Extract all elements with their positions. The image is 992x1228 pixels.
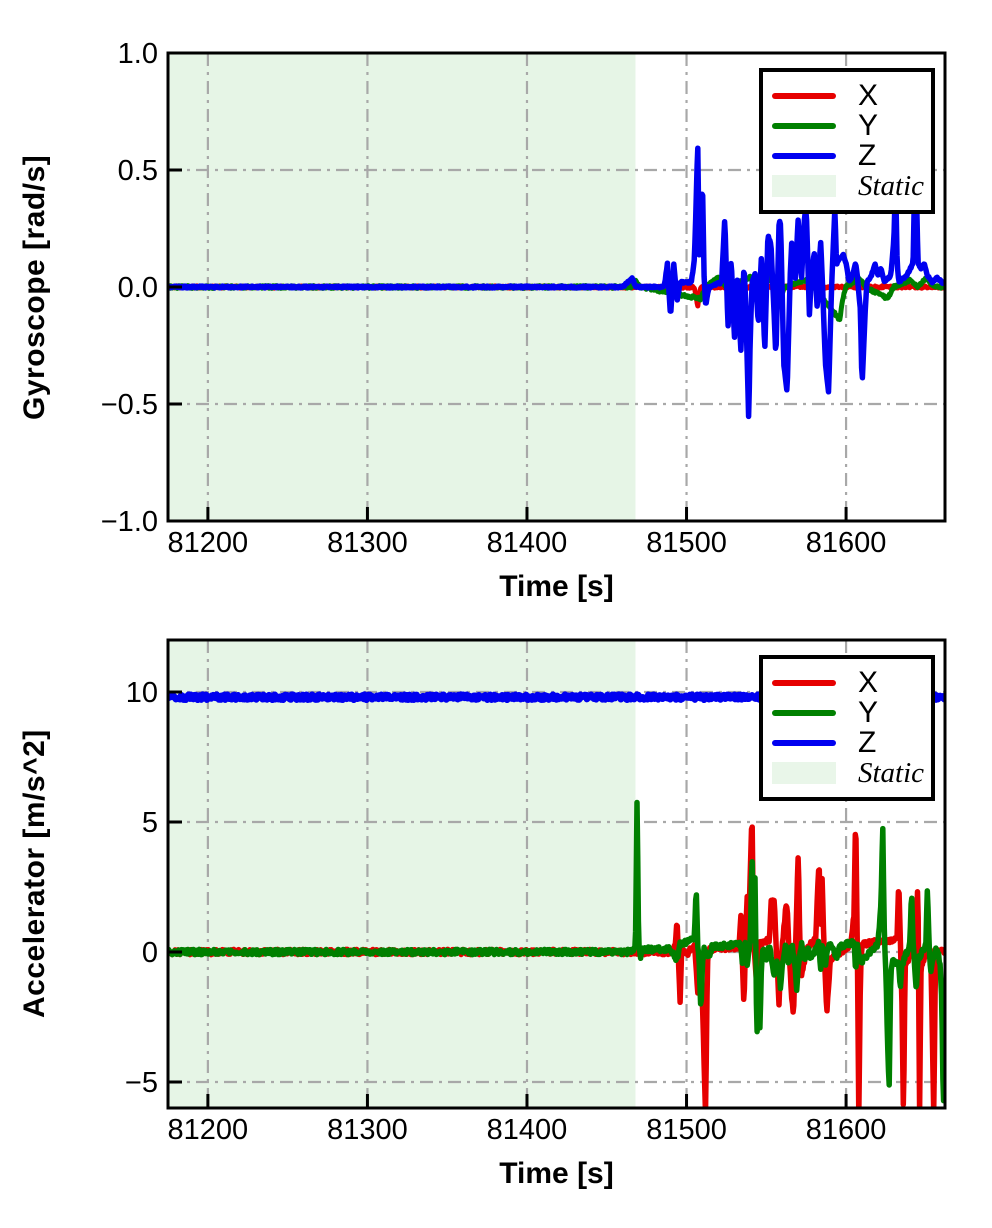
legend-patch-swatch-static xyxy=(772,175,836,197)
y-tick-label: −5 xyxy=(125,1067,158,1099)
legend-label-z: Z xyxy=(858,726,877,759)
gyroscope-x-axis-label: Time [s] xyxy=(499,570,614,603)
series-line-y xyxy=(168,799,945,1104)
legend-entry-y: Y xyxy=(772,698,931,728)
y-tick-label: 5 xyxy=(142,807,158,839)
legend-line-swatch-z xyxy=(772,740,836,746)
y-tick-label: 1.0 xyxy=(118,38,158,70)
y-tick-label: −1.0 xyxy=(101,506,158,538)
legend-label-z: Z xyxy=(858,139,877,172)
legend-entry-x: X xyxy=(772,81,931,111)
legend-label-x: X xyxy=(858,666,879,699)
accelerator-plot-area: 81200 81300 81400 81500 81600 10 5 0 −5 xyxy=(125,638,947,1146)
y-tick-labels: 1.0 0.5 0.0 −0.5 −1.0 xyxy=(101,38,158,538)
gyroscope-plot-area: 81200 81300 81400 81500 81600 1.0 0.5 0.0 −0.5 −1… xyxy=(101,38,947,559)
y-tick-label: 0 xyxy=(142,937,158,969)
legend-entry-static: Static xyxy=(772,758,931,788)
y-tick-label: 0.5 xyxy=(118,155,158,187)
legend-label-y: Y xyxy=(858,696,879,729)
legend-label-y: Y xyxy=(858,109,879,142)
legend-entry-z: Z xyxy=(772,728,931,758)
legend-line-swatch-z xyxy=(772,153,836,159)
x-tick-labels: 81200 81300 81400 81500 81600 xyxy=(168,527,887,559)
y-tick-labels: 10 5 0 −5 xyxy=(125,677,158,1099)
legend-line-swatch-x xyxy=(772,93,836,99)
x-tick-label: 81300 xyxy=(327,527,408,559)
axes-spines xyxy=(166,638,947,1110)
axes-spines xyxy=(166,51,947,523)
x-tick-label: 81300 xyxy=(327,1114,408,1146)
x-tick-label: 81400 xyxy=(487,1114,568,1146)
tick-marks xyxy=(169,690,848,1107)
gyroscope-legend: X Y Z Static xyxy=(759,68,935,214)
series-line-z xyxy=(168,145,945,420)
legend-entry-z: Z xyxy=(772,141,931,171)
accelerator-legend: X Y Z Static xyxy=(759,655,935,801)
legend-patch-swatch-static xyxy=(772,762,836,784)
x-tick-label: 81500 xyxy=(646,527,727,559)
x-tick-label: 81200 xyxy=(168,527,249,559)
accelerator-x-axis-label: Time [s] xyxy=(499,1157,614,1190)
x-tick-label: 81400 xyxy=(487,527,568,559)
legend-label-static: Static xyxy=(858,756,925,789)
legend-entry-x: X xyxy=(772,668,931,698)
x-tick-label: 81200 xyxy=(168,1114,249,1146)
gyroscope-y-axis-label: Gyroscope [rad/s] xyxy=(18,154,51,420)
legend-label-static: Static xyxy=(858,169,925,202)
data-series xyxy=(168,145,945,420)
legend-entry-static: Static xyxy=(772,171,931,201)
tick-marks xyxy=(169,51,848,523)
x-tick-labels: 81200 81300 81400 81500 81600 xyxy=(168,1114,887,1146)
static-region xyxy=(168,640,636,1108)
x-tick-label: 81500 xyxy=(646,1114,727,1146)
legend-entry-y: Y xyxy=(772,111,931,141)
legend-line-swatch-y xyxy=(772,123,836,129)
legend-label-x: X xyxy=(858,79,879,112)
accelerator-y-axis-label: Accelerator [m/s^2] xyxy=(18,729,51,1019)
y-tick-label: 0.0 xyxy=(118,272,158,304)
y-tick-label: 10 xyxy=(126,677,158,709)
x-tick-label: 81600 xyxy=(806,527,887,559)
legend-line-swatch-x xyxy=(772,680,836,686)
y-tick-label: −0.5 xyxy=(101,389,158,421)
legend-line-swatch-y xyxy=(772,710,836,716)
x-tick-label: 81600 xyxy=(806,1114,887,1146)
